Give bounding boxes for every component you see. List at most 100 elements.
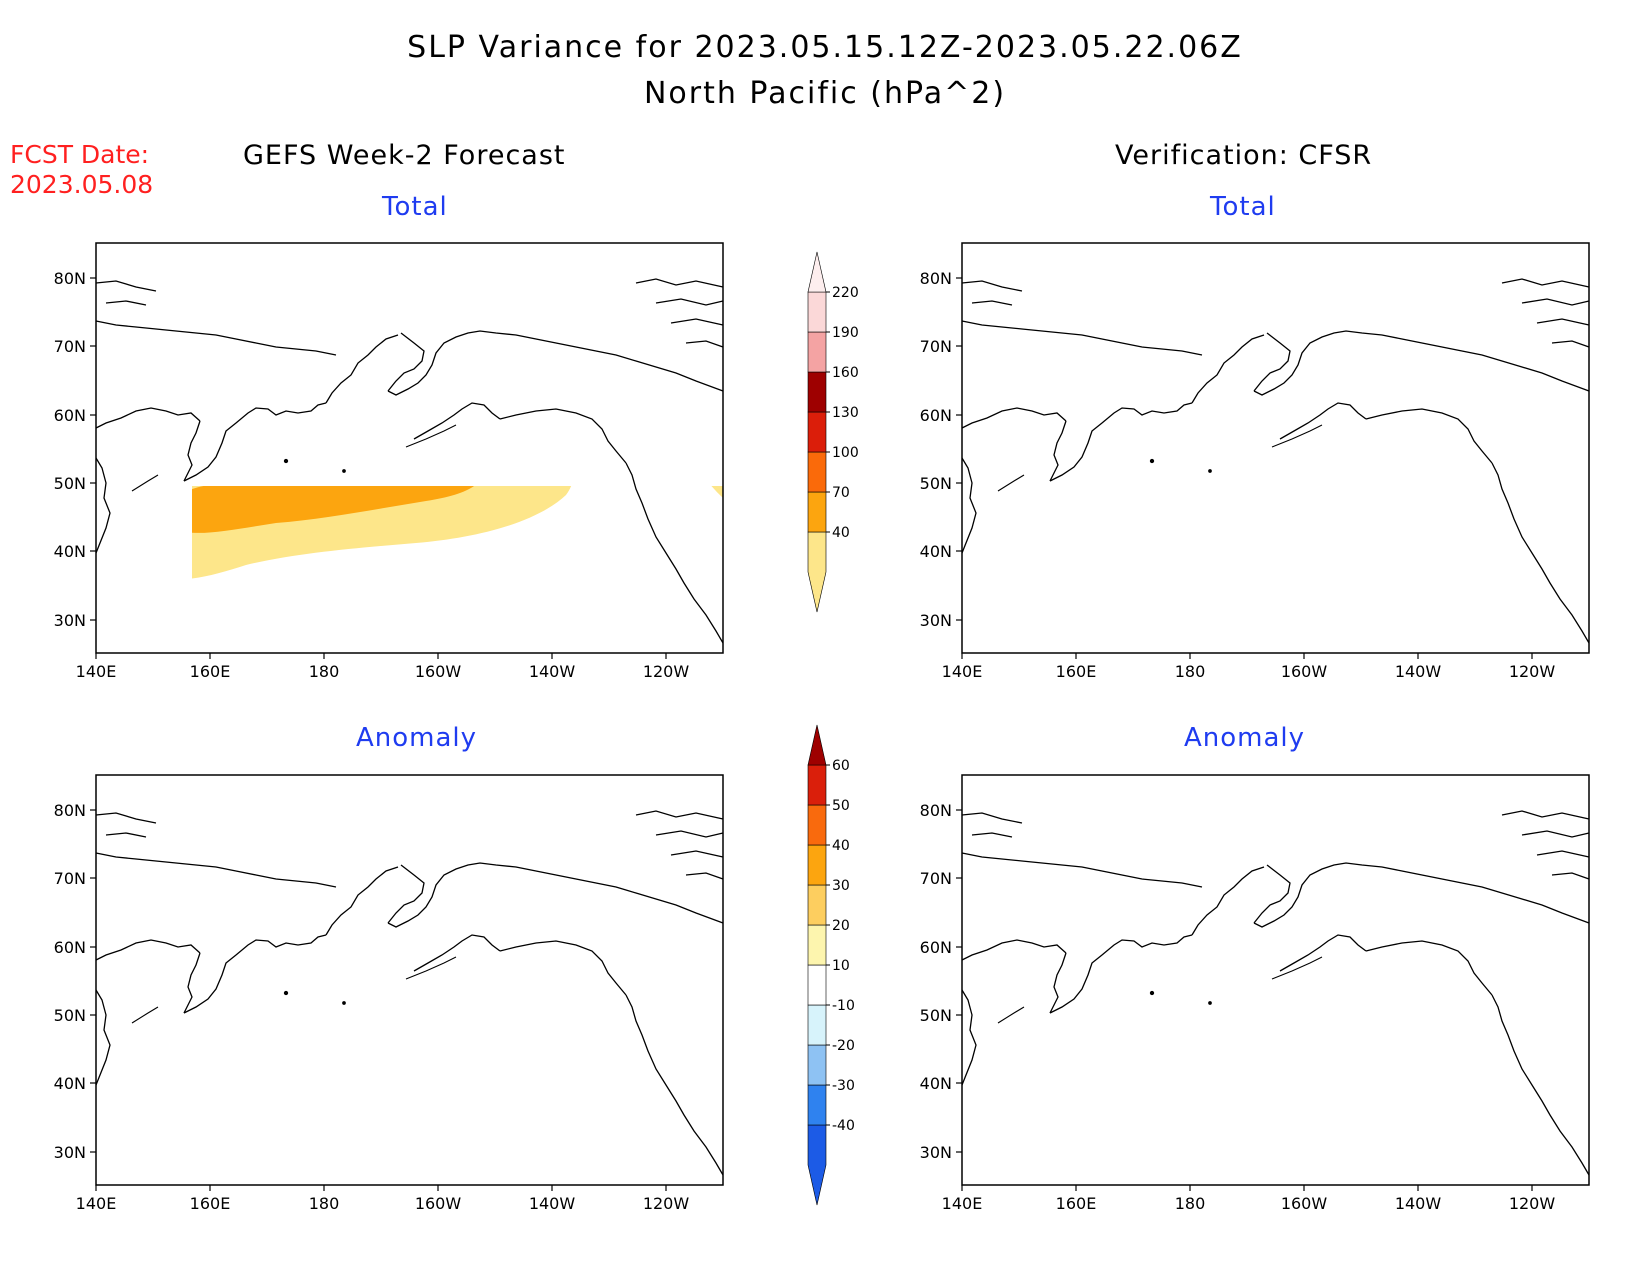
colorbar-swatch	[807, 884, 827, 926]
colorbar-anomaly: -40 -30 -20 -10 10 20 30 40 50 60	[807, 724, 855, 1206]
lon-tick-label: 180	[1175, 662, 1206, 681]
panel-title-bottom-right: Anomaly	[1184, 723, 1306, 753]
lon-tick-label: 160W	[1281, 1194, 1328, 1213]
colorbar-level-label: 50	[832, 798, 850, 814]
lat-tick-label: 30N	[920, 1143, 952, 1162]
lon-tick-label: 120W	[1509, 1194, 1556, 1213]
lon-tick-label: 160E	[190, 662, 231, 681]
lat-tick-label: 30N	[54, 611, 86, 630]
lat-tick-label: 50N	[54, 1006, 86, 1025]
colorbar-swatch	[807, 1084, 827, 1126]
colorbar-swatch	[807, 531, 827, 613]
lon-tick-label: 160E	[190, 1194, 231, 1213]
right-column-title: Verification: CFSR	[1115, 140, 1373, 171]
panel-title-bottom-left: Anomaly	[356, 723, 478, 753]
colorbar-swatch	[807, 491, 827, 533]
colorbar-swatch	[807, 371, 827, 413]
colorbar-swatch	[807, 1124, 827, 1206]
lon-tick-label: 140E	[942, 1194, 983, 1213]
left-column-title: GEFS Week-2 Forecast	[243, 140, 566, 171]
map-forecast-anomaly	[95, 774, 724, 1186]
colorbar-level-label: 10	[832, 958, 850, 974]
lon-tick-label: 120W	[643, 662, 690, 681]
colorbar-level-label: -20	[832, 1038, 855, 1054]
lat-tick-label: 70N	[54, 337, 86, 356]
lat-tick-label: 60N	[54, 406, 86, 425]
colorbar-level-label: 220	[832, 285, 859, 301]
lat-tick-label: 50N	[920, 1006, 952, 1025]
colorbar-level-label: -40	[832, 1118, 855, 1134]
lat-tick-label: 70N	[920, 337, 952, 356]
map-cfsr-anomaly	[961, 774, 1590, 1186]
main-title-line1: SLP Variance for 2023.05.15.12Z-2023.05.…	[407, 30, 1243, 65]
colorbar-level-label: 40	[832, 838, 850, 854]
lat-tick-label: 40N	[54, 542, 86, 561]
lat-tick-label: 80N	[920, 269, 952, 288]
lat-tick-label: 30N	[920, 611, 952, 630]
colorbar-level-label: 40	[832, 525, 850, 541]
lat-tick-label: 70N	[54, 869, 86, 888]
panel-title-top-left: Total	[382, 192, 448, 222]
colorbar-swatch	[807, 291, 827, 333]
fcst-date-value: 2023.05.08	[10, 170, 154, 199]
map-axes: 80N 70N 60N 50N 40N 30N 140E 160E 180 160W 140W 120…	[54, 269, 1556, 1213]
colorbar-swatch	[807, 844, 827, 886]
colorbar-swatch	[807, 804, 827, 846]
colorbar-swatch	[807, 964, 827, 1006]
colorbar-level-label: 190	[832, 325, 859, 341]
colorbar-level-label: 70	[832, 485, 850, 501]
colorbar-level-label: 160	[832, 365, 859, 381]
colorbar-level-label: -10	[832, 998, 855, 1014]
fcst-date-label: FCST Date:	[10, 140, 150, 169]
map-frame	[961, 774, 1590, 1186]
colorbar-swatch	[807, 451, 827, 493]
lon-tick-label: 120W	[1509, 662, 1556, 681]
colorbar-level-label: 100	[832, 445, 859, 461]
lon-tick-label: 160E	[1056, 662, 1097, 681]
lon-tick-label: 160W	[415, 662, 462, 681]
lat-tick-label: 40N	[54, 1074, 86, 1093]
lat-tick-label: 60N	[920, 406, 952, 425]
colorbar-swatch	[807, 331, 827, 373]
colorbar-swatch	[807, 1004, 827, 1046]
lon-tick-label: 160W	[1281, 662, 1328, 681]
lon-tick-label: 140W	[529, 662, 576, 681]
lat-tick-label: 80N	[920, 801, 952, 820]
lat-tick-label: 50N	[54, 474, 86, 493]
colorbar-swatch	[807, 724, 827, 766]
lat-tick-label: 40N	[920, 1074, 952, 1093]
colorbar-level-label: 60	[832, 758, 850, 774]
lat-tick-label: 60N	[920, 938, 952, 957]
lon-tick-label: 160E	[1056, 1194, 1097, 1213]
lon-tick-label: 160W	[415, 1194, 462, 1213]
colorbar-swatch	[807, 924, 827, 966]
lon-tick-label: 140W	[529, 1194, 576, 1213]
lon-tick-label: 180	[309, 662, 340, 681]
colorbar-level-label: 20	[832, 918, 850, 934]
lon-tick-label: 180	[1175, 1194, 1206, 1213]
colorbar-swatch	[807, 411, 827, 453]
lat-tick-label: 50N	[920, 474, 952, 493]
colorbar-swatch	[807, 251, 827, 293]
colorbar-level-label: 30	[832, 878, 850, 894]
lon-tick-label: 140W	[1395, 662, 1442, 681]
lon-tick-label: 120W	[643, 1194, 690, 1213]
map-frame	[961, 242, 1590, 654]
fcst-date-block: FCST Date: 2023.05.08	[10, 140, 153, 200]
lat-tick-label: 80N	[54, 269, 86, 288]
colorbar-swatch	[807, 1044, 827, 1086]
lon-tick-label: 180	[309, 1194, 340, 1213]
colorbar-swatch	[807, 764, 827, 806]
lat-tick-label: 70N	[920, 869, 952, 888]
lon-tick-label: 140E	[76, 1194, 117, 1213]
map-forecast-total	[95, 242, 724, 654]
lon-tick-label: 140E	[942, 662, 983, 681]
lat-tick-label: 80N	[54, 801, 86, 820]
map-cfsr-total	[961, 242, 1590, 654]
panel-title-top-right: Total	[1210, 192, 1276, 222]
colorbar-level-label: 130	[832, 405, 859, 421]
map-frame	[95, 242, 724, 654]
colorbar-level-label: -30	[832, 1078, 855, 1094]
lon-tick-label: 140W	[1395, 1194, 1442, 1213]
